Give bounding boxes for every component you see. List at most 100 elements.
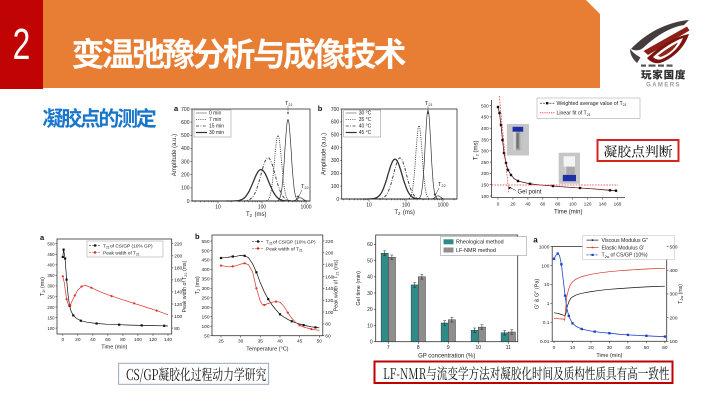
- svg-text:100: 100: [134, 337, 142, 343]
- svg-text:35: 35: [258, 339, 264, 345]
- svg-text:GP concentration (%): GP concentration (%): [418, 354, 475, 360]
- svg-text:20: 20: [588, 345, 594, 351]
- svg-text:0: 0: [61, 337, 64, 343]
- svg-text:Elastic Modulus G': Elastic Modulus G': [602, 245, 645, 251]
- svg-text:T22: T22: [438, 182, 446, 188]
- svg-text:T2w: T2w: [602, 253, 610, 259]
- svg-text:150: 150: [201, 315, 209, 321]
- svg-text:30 min: 30 min: [209, 130, 224, 136]
- svg-text:450: 450: [47, 252, 55, 257]
- svg-text:1: 1: [547, 301, 550, 307]
- svg-text:(ms): (ms): [255, 212, 267, 218]
- svg-text:60: 60: [367, 242, 373, 248]
- svg-text:100: 100: [47, 326, 55, 331]
- svg-text:0: 0: [187, 199, 190, 205]
- svg-text:40: 40: [625, 345, 631, 351]
- svg-text:of CS/GP (10% GP): of CS/GP (10% GP): [110, 243, 153, 249]
- svg-text:50: 50: [204, 334, 210, 340]
- svg-text:300: 300: [201, 286, 209, 292]
- svg-text:0: 0: [497, 202, 500, 207]
- svg-text:300: 300: [481, 149, 489, 154]
- svg-text:Viscous Modulus G'': Viscous Modulus G'': [602, 238, 649, 244]
- svg-text:500: 500: [331, 133, 340, 139]
- svg-text:T2i (ms): T2i (ms): [40, 277, 46, 296]
- svg-text:40: 40: [90, 337, 96, 343]
- svg-text:120: 120: [149, 337, 157, 343]
- svg-text:180: 180: [174, 266, 182, 272]
- svg-text:of CS/GP (10%): of CS/GP (10%): [611, 253, 648, 259]
- svg-text:140: 140: [174, 290, 182, 296]
- svg-text:40 °C: 40 °C: [359, 124, 372, 130]
- svg-text:10: 10: [476, 345, 482, 351]
- svg-text:350: 350: [47, 273, 55, 278]
- svg-text:T21: T21: [266, 239, 273, 245]
- svg-text:160: 160: [174, 278, 182, 284]
- svg-text:Amplitude (a.u.): Amplitude (a.u.): [322, 133, 328, 175]
- svg-text:60: 60: [325, 334, 331, 340]
- svg-text:Gel point: Gel point: [518, 190, 542, 196]
- svg-text:100: 100: [325, 310, 333, 316]
- svg-text:1000: 1000: [300, 205, 311, 211]
- svg-text:Peak width of T21 (ms): Peak width of T21 (ms): [333, 259, 339, 311]
- svg-text:600: 600: [181, 120, 190, 126]
- svg-text:100: 100: [481, 194, 489, 199]
- svg-text:100: 100: [670, 339, 678, 345]
- svg-text:LF-NMR method: LF-NMR method: [456, 248, 496, 254]
- svg-text:0: 0: [336, 197, 339, 203]
- svg-text:120: 120: [584, 202, 592, 207]
- svg-text:100: 100: [181, 186, 190, 192]
- svg-text:30: 30: [607, 345, 613, 351]
- svg-text:150: 150: [47, 315, 55, 320]
- svg-text:GAMERS: GAMERS: [646, 83, 681, 89]
- svg-text:9: 9: [447, 345, 450, 351]
- svg-text:T21: T21: [425, 101, 433, 107]
- svg-text:300: 300: [47, 284, 55, 289]
- svg-text:7 min: 7 min: [209, 117, 221, 123]
- svg-text:200: 200: [181, 173, 190, 179]
- svg-text:80: 80: [174, 326, 180, 332]
- svg-text:30 °C: 30 °C: [359, 111, 372, 117]
- svg-text:10: 10: [366, 203, 372, 209]
- svg-text:400: 400: [331, 145, 340, 151]
- svg-text:180: 180: [325, 262, 333, 268]
- svg-text:200: 200: [47, 305, 55, 310]
- svg-text:Time (min): Time (min): [554, 210, 582, 216]
- svg-text:Amplitude (a.u.): Amplitude (a.u.): [172, 134, 178, 176]
- svg-text:0.01: 0.01: [540, 339, 550, 345]
- svg-text:50: 50: [317, 339, 323, 345]
- svg-text:20: 20: [367, 307, 373, 313]
- svg-text:T22: T22: [301, 184, 309, 190]
- svg-text:Peak width of T21: Peak width of T21: [266, 246, 303, 252]
- svg-text:700: 700: [181, 107, 190, 113]
- svg-text:G' & G'' (Pa): G' & G'' (Pa): [535, 279, 541, 310]
- svg-text:500: 500: [201, 248, 209, 254]
- svg-text:100: 100: [541, 263, 549, 269]
- svg-text:80: 80: [555, 202, 561, 207]
- svg-text:500: 500: [481, 103, 489, 108]
- svg-text:Peak width of T21 (ms): Peak width of T21 (ms): [182, 260, 188, 312]
- svg-text:100: 100: [402, 203, 411, 209]
- svg-text:100: 100: [331, 184, 340, 190]
- svg-text:45 °C: 45 °C: [359, 130, 372, 136]
- svg-text:220: 220: [325, 239, 333, 245]
- svg-text:0 min: 0 min: [209, 111, 221, 117]
- svg-text:300: 300: [181, 159, 190, 165]
- svg-text:200: 200: [481, 171, 489, 176]
- svg-text:60: 60: [105, 337, 111, 343]
- svg-text:100: 100: [174, 314, 182, 320]
- svg-text:30: 30: [238, 339, 244, 345]
- svg-text:10: 10: [544, 282, 550, 288]
- svg-text:400: 400: [201, 267, 209, 273]
- svg-text:160: 160: [614, 202, 622, 207]
- svg-text:40: 40: [367, 275, 373, 281]
- svg-text:11: 11: [506, 345, 511, 351]
- svg-text:T21: T21: [103, 243, 110, 249]
- svg-text:140: 140: [599, 202, 607, 207]
- svg-text:8: 8: [417, 345, 420, 351]
- svg-text:T2 (ms): T2 (ms): [195, 276, 201, 294]
- svg-text:30: 30: [367, 291, 373, 297]
- svg-text:250: 250: [201, 296, 209, 302]
- svg-text:(ms): (ms): [403, 210, 415, 216]
- svg-text:60: 60: [662, 345, 668, 351]
- svg-text:400: 400: [670, 268, 678, 274]
